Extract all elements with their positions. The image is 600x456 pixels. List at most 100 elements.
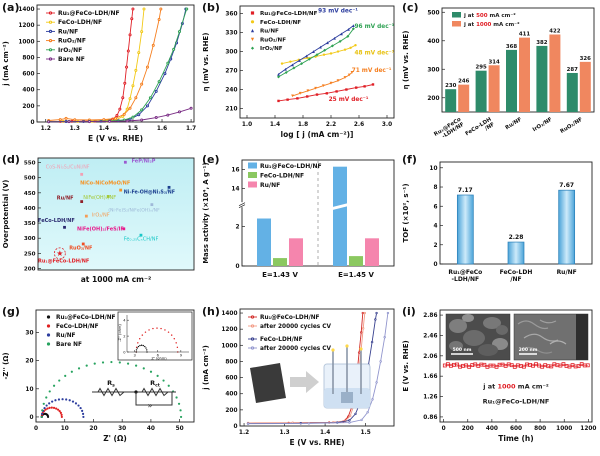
svg-text:Ru₁@FeCo-LDH/NF: Ru₁@FeCo-LDH/NF [58,10,120,17]
svg-text:3.0: 3.0 [382,122,392,128]
svg-text:300: 300 [24,236,36,242]
svg-text:1.7: 1.7 [186,126,196,132]
svg-text:210: 210 [225,107,237,113]
svg-text:300: 300 [225,50,237,56]
svg-text:550: 550 [24,161,36,167]
electrolysis-cell-illustration [250,344,371,409]
nyquist-inset: 3 6 9 0 2 4 Z' (ohm) -Z'' (ohm) [117,311,193,361]
svg-text:600: 600 [510,426,522,432]
svg-text:1200: 1200 [580,426,596,432]
svg-text:0: 0 [442,426,446,432]
svg-text:Ru/NF: Ru/NF [504,116,523,131]
svg-text:40: 40 [147,426,155,432]
svg-text:Ru₁@FeCo-LDH/NF: Ru₁@FeCo-LDH/NF [433,116,466,143]
svg-text:j (mA cm⁻²): j (mA cm⁻²) [2,41,10,87]
svg-text:10: 10 [429,166,437,172]
svg-text:1.5: 1.5 [360,430,370,436]
panel-h-label: (h) [202,305,220,318]
svg-text:η (mV vs. RHE): η (mV vs. RHE) [402,31,410,90]
svg-text:1.2: 1.2 [239,430,249,436]
svg-text:200: 200 [225,408,237,414]
svg-text:14: 14 [231,187,239,193]
svg-text:1.3: 1.3 [70,126,80,132]
plot-frame [35,309,195,423]
svg-text:after 20000 cycles CV: after 20000 cycles CV [260,346,331,352]
plot-frame [239,308,395,427]
datapoint-FeCo-LDH/NF: FeCo-LDH/NF [38,218,75,229]
svg-text:500 nm: 500 nm [453,347,472,353]
svg-text:1400: 1400 [18,7,34,13]
bar-j at 500 mA cm⁻² [445,89,457,112]
svg-text:RuO₂/NF: RuO₂/NF [559,116,584,135]
panel-f: (f) 0 2 4 6 8 10 TOF (×10², s⁻¹) 7.17 Ru₁@FeCo -L… [400,152,600,304]
panel-b: (b) 1.0 1.4 1.8 2.2 2.6 3.0 210 240 270 300 330 360… [200,0,400,152]
bar-j at 1000 mA cm⁻² [519,37,530,113]
svg-text:2.6: 2.6 [354,122,364,128]
svg-text:FeCo-LDH/NF: FeCo-LDH/NF [260,337,303,343]
svg-text:FeCo-LDH/NF: FeCo-LDH/NF [260,173,304,180]
svg-text:E=1.45 V: E=1.45 V [338,271,374,279]
bar-Ru/NF-E=1.45 V [365,238,379,266]
svg-text:200: 200 [462,426,474,432]
svg-text:6: 6 [433,204,437,210]
datapoint-RuO₂/NF: RuO₂/NF [69,242,92,252]
svg-text:1400: 1400 [221,311,237,317]
svg-text:FeCo-LDH/NF: FeCo-LDH/NF [56,324,99,330]
svg-text:NiFe(OH)ₓ/NF: NiFe(OH)ₓ/NF [83,195,116,201]
svg-text:Ru/NF: Ru/NF [56,333,76,339]
panel-i: (i) 0 200 400 600 800 1000 1200 0.86 1.26 1.66 2.0… [400,304,600,456]
svg-text:2.06: 2.06 [423,354,437,360]
svg-text:FeCo-LDH/NF: FeCo-LDH/NF [38,218,75,224]
svg-text:1000: 1000 [556,426,572,432]
datapoint-IrO₂/NF: IrO₂/NF [84,213,110,219]
svg-text:CoS-Ni₃S₂/CuNi/NF: CoS-Ni₃S₂/CuNi/NF [46,165,90,171]
svg-text:1.8: 1.8 [298,122,308,128]
svg-text:Bare NF: Bare NF [58,56,85,63]
svg-text:368: 368 [506,44,518,50]
datapoint-Ni-Fe-OH@Ni₃S₂/NF: Ni-Fe-OH@Ni₃S₂/NF [124,185,175,196]
bar-j at 1000 mA cm⁻² [488,65,500,112]
svg-text:314: 314 [488,59,500,65]
svg-text:(Ni·Fe)S₂/NiFe(OH)ₓ/NF: (Ni·Fe)S₂/NiFe(OH)ₓ/NF [108,207,160,213]
panel-i-stability-chart: 0 200 400 600 800 1000 1200 0.86 1.26 1.66 2.06 2.4… [402,309,596,443]
svg-text:IrO₂/NF: IrO₂/NF [532,116,554,133]
nyquist-Bare NF [40,360,183,419]
svg-text:1.26: 1.26 [423,395,437,401]
bar-j at 1000 mA cm⁻² [579,61,591,112]
svg-text:250: 250 [24,251,36,257]
svg-text:0: 0 [29,415,33,421]
svg-text:-LDH/NF: -LDH/NF [452,276,480,283]
svg-text:0: 0 [433,262,437,268]
panel-a-lsv-chart: 1.2 1.3 1.4 1.5 1.6 1.7 0 200 400 600 800 1000 1200 1… [2,4,196,143]
svg-text:10: 10 [25,387,33,393]
svg-text:200: 200 [427,96,439,102]
svg-text:Ru₁@FeCo-LDH/NF: Ru₁@FeCo-LDH/NF [260,315,320,321]
bar-j at 500 mA cm⁻² [536,45,548,112]
svg-text:log [ j (mA cm⁻²)]: log [ j (mA cm⁻²)] [281,130,354,139]
svg-text:Ru₁@FeCo-LDH/NF: Ru₁@FeCo-LDH/NF [260,11,318,17]
svg-text:4: 4 [123,318,126,322]
svg-text:1.4: 1.4 [270,122,280,128]
svg-text:at 1000 mA cm⁻²: at 1000 mA cm⁻² [81,275,151,284]
series-3 [291,71,354,98]
svg-text:Ru/NF: Ru/NF [260,29,279,35]
svg-text:30: 30 [25,331,33,337]
series-0 [277,83,375,103]
svg-text:2.86: 2.86 [423,313,437,319]
svg-text:400: 400 [22,88,34,94]
svg-text:Overpotential (V): Overpotential (V) [2,180,10,249]
svg-text:2.46: 2.46 [423,333,437,339]
svg-text:8: 8 [433,185,437,191]
series-4 [277,27,355,79]
svg-text:295: 295 [475,65,487,71]
bar-FeCo-LDH/NF-E=1.43 V [273,258,287,266]
svg-text:TOF (×10², s⁻¹): TOF (×10², s⁻¹) [402,183,410,242]
svg-text:0: 0 [123,350,126,354]
svg-text:Ni-Fe-OH@Ni₃S₂/NF: Ni-Fe-OH@Ni₃S₂/NF [124,190,175,196]
svg-text:1.4: 1.4 [320,430,330,436]
svg-text:200: 200 [24,266,36,272]
svg-text:Ru/NF: Ru/NF [58,28,78,35]
bar-j at 500 mA cm⁻² [566,72,578,112]
